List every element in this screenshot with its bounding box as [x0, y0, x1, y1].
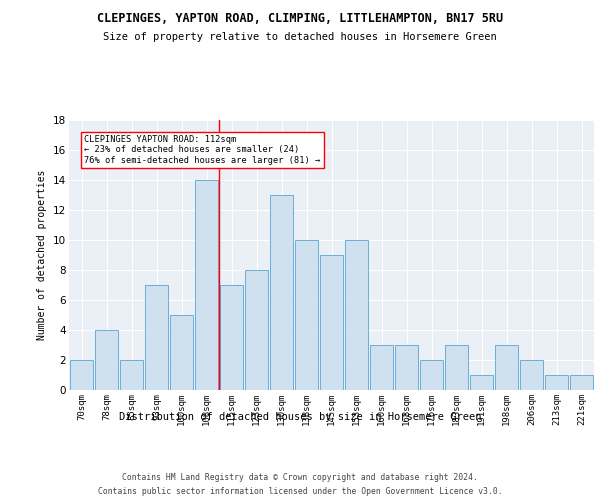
Bar: [270, 195, 293, 390]
Bar: [220, 285, 243, 390]
Bar: [370, 345, 393, 390]
Y-axis label: Number of detached properties: Number of detached properties: [37, 170, 47, 340]
Bar: [445, 345, 468, 390]
Bar: [195, 180, 218, 390]
Bar: [395, 345, 418, 390]
Bar: [70, 360, 93, 390]
Bar: [470, 375, 493, 390]
Bar: [320, 255, 343, 390]
Bar: [120, 360, 143, 390]
Text: Size of property relative to detached houses in Horsemere Green: Size of property relative to detached ho…: [103, 32, 497, 42]
Bar: [245, 270, 268, 390]
Bar: [145, 285, 168, 390]
Text: CLEPINGES, YAPTON ROAD, CLIMPING, LITTLEHAMPTON, BN17 5RU: CLEPINGES, YAPTON ROAD, CLIMPING, LITTLE…: [97, 12, 503, 26]
Bar: [295, 240, 318, 390]
Text: CLEPINGES YAPTON ROAD: 112sqm
← 23% of detached houses are smaller (24)
76% of s: CLEPINGES YAPTON ROAD: 112sqm ← 23% of d…: [85, 135, 321, 165]
Text: Contains public sector information licensed under the Open Government Licence v3: Contains public sector information licen…: [98, 488, 502, 496]
Bar: [345, 240, 368, 390]
Bar: [170, 315, 193, 390]
Text: Contains HM Land Registry data © Crown copyright and database right 2024.: Contains HM Land Registry data © Crown c…: [122, 472, 478, 482]
Bar: [495, 345, 518, 390]
Bar: [420, 360, 443, 390]
Bar: [545, 375, 568, 390]
Bar: [570, 375, 593, 390]
Bar: [95, 330, 118, 390]
Bar: [520, 360, 543, 390]
Text: Distribution of detached houses by size in Horsemere Green: Distribution of detached houses by size …: [119, 412, 481, 422]
